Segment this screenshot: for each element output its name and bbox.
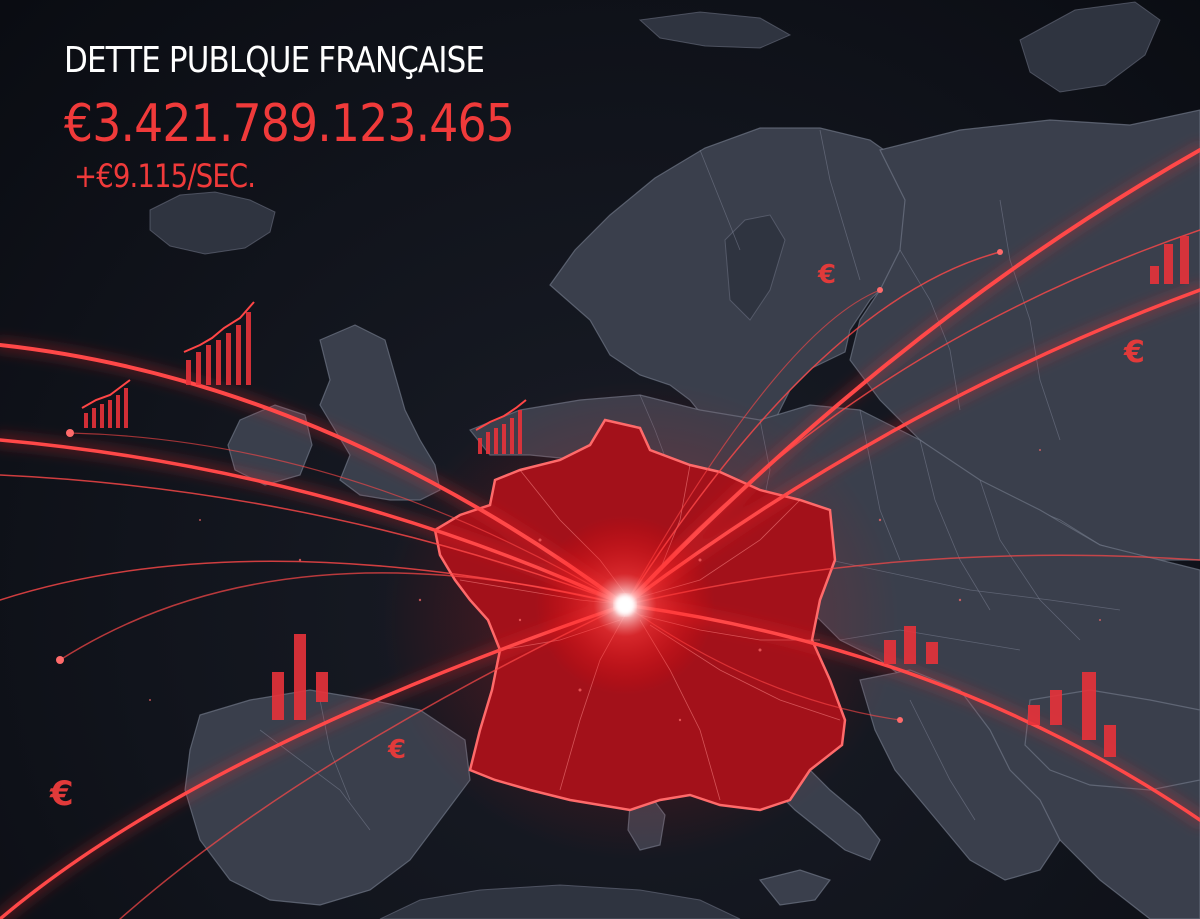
trend-chart-icon: [81, 379, 131, 428]
svalbard-shape: [1019, 1, 1161, 93]
bar-chart-icon: [1150, 236, 1189, 284]
counter-title: DETTE PUBLQUE FRANÇAISE: [64, 40, 485, 81]
arc-endpoints: [56, 249, 1003, 723]
iceland-shape: [149, 191, 276, 255]
bar-chart-icon: [884, 626, 938, 664]
bar-chart-icon: [272, 634, 328, 720]
sicily-shape: [758, 869, 831, 906]
euro-icon: €: [1123, 335, 1145, 370]
euro-icon: €: [49, 774, 74, 814]
greenland-shape: [638, 11, 792, 49]
debt-rate: +€9.115/SEC.: [74, 157, 256, 195]
baltic-sea-shape: [724, 214, 786, 321]
bar-chart-icon: [1028, 672, 1116, 757]
arcs: [0, 148, 1200, 919]
iberia-shape: [184, 689, 471, 906]
debt-amount: €3.421.789.123.465: [64, 94, 515, 154]
euro-icon: €: [817, 260, 836, 290]
euro-icon: €: [387, 735, 406, 765]
trend-chart-icon: [183, 301, 255, 385]
center-point: [615, 595, 635, 615]
sparkles: [149, 449, 1101, 722]
debt-counter: DETTE PUBLQUE FRANÇAISE €3.421.789.123.4…: [64, 38, 764, 196]
north-africa-shape: [379, 884, 741, 919]
trend-chart-icon: [475, 399, 527, 454]
